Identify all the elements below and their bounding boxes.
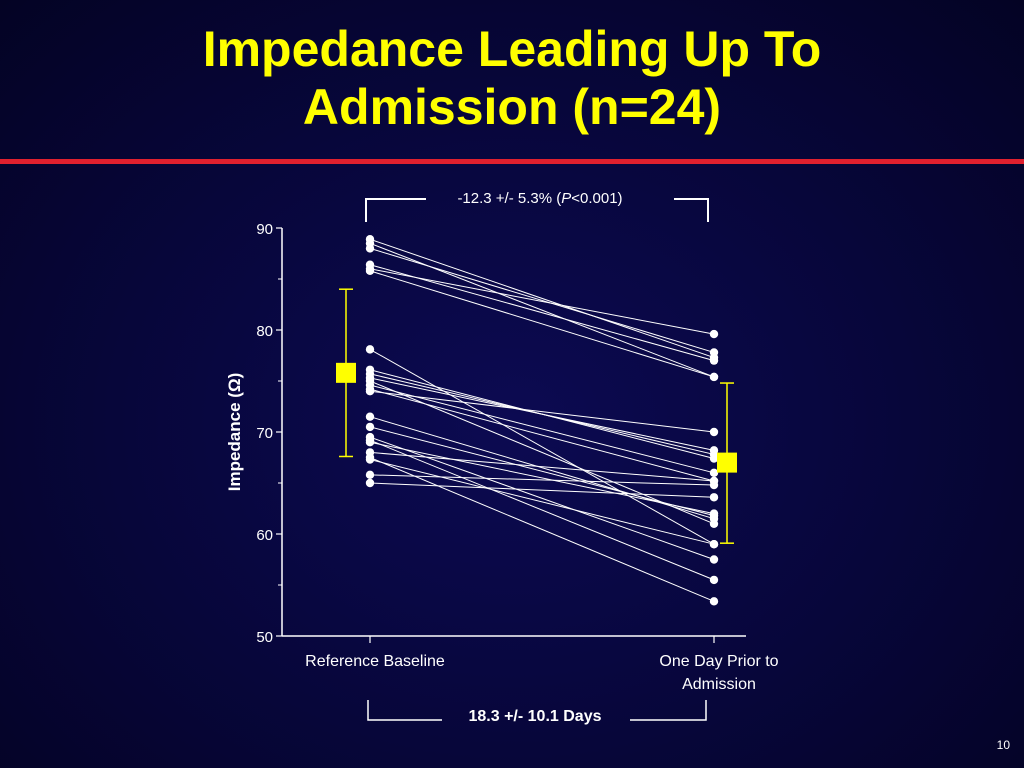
patient-line <box>369 459 715 545</box>
y-axis-label: Impedance (Ω) <box>225 373 244 492</box>
bottom-bracket-left <box>367 700 442 721</box>
bottom-annotation: 18.3 +/- 10.1 Days <box>469 708 602 725</box>
top-annotation: -12.3 +/- 5.3% (P<0.001) <box>457 190 622 207</box>
y-tick-label: 90 <box>256 221 273 238</box>
patient-lines <box>365 235 719 606</box>
top-bracket-left <box>365 198 426 222</box>
baseline-point <box>365 438 375 447</box>
patient-line <box>369 426 715 517</box>
patient-line <box>369 474 715 486</box>
baseline-point <box>365 266 375 276</box>
patient-line <box>369 482 715 498</box>
patient-line <box>369 270 715 378</box>
prior-point <box>709 356 719 365</box>
patient-line <box>369 268 715 335</box>
prior-point <box>709 575 719 585</box>
mean-markers <box>336 288 737 544</box>
baseline-point <box>365 345 375 354</box>
patient-line <box>369 247 715 353</box>
patient-line <box>369 439 715 581</box>
title-divider <box>0 159 1024 164</box>
baseline-point <box>365 244 375 253</box>
patient-line <box>369 348 715 545</box>
baseline-point <box>365 455 375 464</box>
x-category-label: Reference Baseline <box>305 653 445 670</box>
prior-point <box>709 597 719 606</box>
top-bracket-right <box>674 198 709 222</box>
prior-point <box>709 509 719 518</box>
chart-labels: 50 60 70 80 90 Impedance (Ω) Reference Baselin… <box>225 190 779 725</box>
y-tick-label: 60 <box>256 527 273 544</box>
chart-axes <box>276 198 746 721</box>
patient-line <box>369 436 715 560</box>
y-tick-label: 70 <box>256 425 273 442</box>
y-tick-label: 50 <box>256 629 273 646</box>
bottom-bracket-right <box>630 700 707 721</box>
baseline-mean-marker <box>336 362 356 383</box>
prior-point <box>709 480 719 490</box>
patient-line <box>369 457 715 602</box>
patient-line <box>369 390 715 433</box>
baseline-point <box>365 387 375 396</box>
patient-line <box>369 377 715 451</box>
baseline-point <box>365 470 375 480</box>
prior-point <box>709 446 719 455</box>
prior-point <box>709 348 719 357</box>
prior-point <box>709 493 719 502</box>
prior-point <box>709 540 719 549</box>
patient-line <box>369 384 715 474</box>
patient-line <box>369 238 715 359</box>
prior-point <box>709 372 719 382</box>
baseline-point <box>365 422 375 432</box>
slide-title: Impedance Leading Up To Admission (n=24) <box>0 20 1024 136</box>
slide-number: 10 <box>996 738 1010 752</box>
y-tick-label: 80 <box>256 323 273 340</box>
baseline-point <box>365 478 375 488</box>
patient-line <box>369 264 715 362</box>
patient-line <box>369 242 715 378</box>
prior-point <box>709 329 719 339</box>
slide-title-line-2: Admission (n=24) <box>302 79 722 135</box>
prior-mean-marker <box>717 452 737 473</box>
patient-line <box>369 441 715 515</box>
prior-point <box>709 427 719 437</box>
patient-line <box>369 388 715 482</box>
baseline-point <box>365 412 375 421</box>
prior-point <box>709 468 719 477</box>
patient-line <box>369 451 715 482</box>
x-category-label: One Day Prior to Admission <box>659 653 778 693</box>
prior-point <box>709 555 719 564</box>
slide-title-line-1: Impedance Leading Up To <box>202 21 822 77</box>
